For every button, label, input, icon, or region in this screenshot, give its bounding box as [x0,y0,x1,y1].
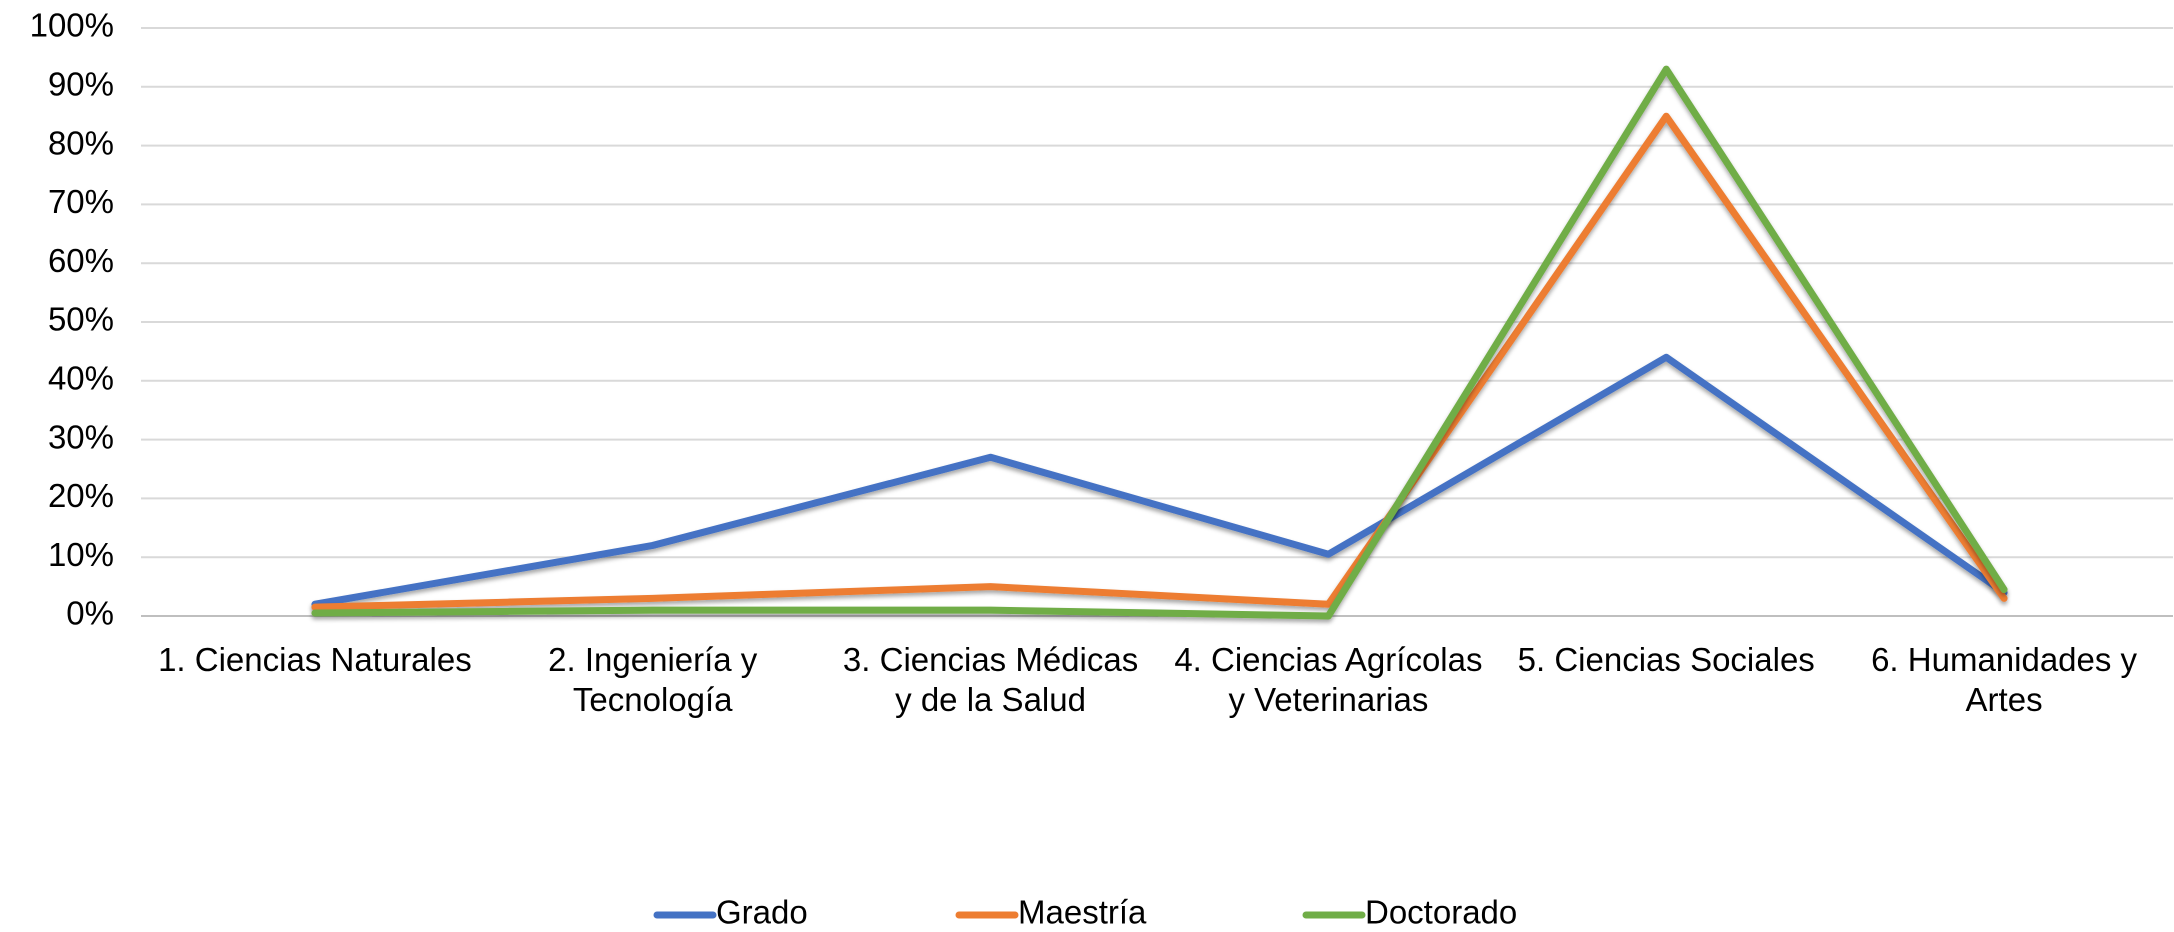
x-tick-label: 1. Ciencias Naturales [158,641,472,678]
x-tick-label: 4. Ciencias Agrícolas y Veterinarias [1174,641,1483,718]
y-tick-label: 50% [48,301,114,338]
y-tick-label: 40% [48,360,114,397]
y-tick-label: 60% [48,242,114,279]
y-tick-label: 100% [30,7,114,44]
x-tick-label: 6. Humanidades y Artes [1871,641,2138,718]
x-tick-label: 5. Ciencias Sociales [1517,641,1815,678]
y-tick-label: 90% [48,66,114,103]
y-tick-label: 70% [48,183,114,220]
y-tick-label: 20% [48,477,114,514]
x-tick-label: 3. Ciencias Médicas y de la Salud [842,641,1139,718]
x-tick-label: 2. Ingeniería y Tecnología [548,641,758,718]
y-tick-label: 80% [48,124,114,161]
line-series [311,65,2008,620]
legend-label: Doctorado [1365,894,1517,931]
line-series [311,112,2008,611]
legend-label: Grado [716,894,808,931]
y-tick-label: 30% [48,418,114,455]
y-tick-label: 10% [48,536,114,573]
y-tick-label: 0% [66,595,114,632]
legend-label: Maestría [1018,894,1147,931]
line-series [311,353,2008,608]
